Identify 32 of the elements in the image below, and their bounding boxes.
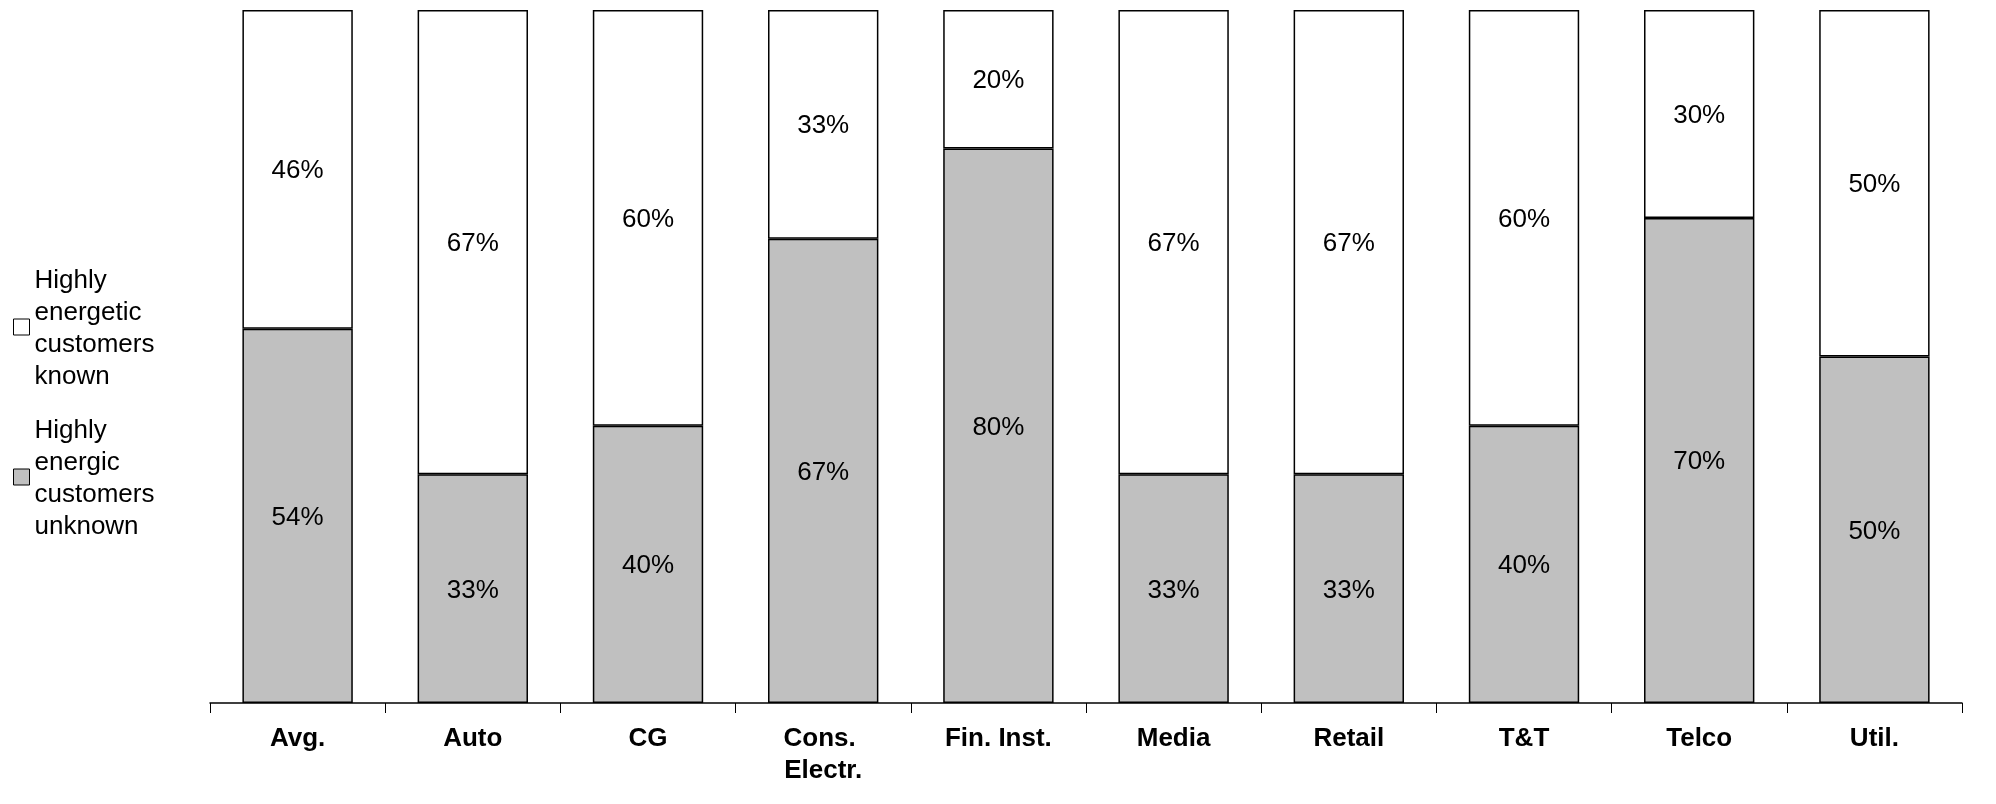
data-label: 30%	[1673, 98, 1726, 129]
data-label: 54%	[271, 500, 324, 531]
data-label: 67%	[446, 227, 499, 258]
data-label: 20%	[972, 64, 1025, 95]
x-tick-label: Avg.	[269, 722, 326, 752]
x-tick-label: Auto	[443, 722, 503, 752]
data-label: 33%	[1322, 573, 1375, 604]
x-tick-label: Media	[1136, 722, 1211, 752]
x-tick-label: CG	[628, 722, 668, 752]
x-tick-label: Fin. Inst.	[944, 722, 1052, 752]
data-label: 67%	[1147, 227, 1200, 258]
data-label: 33%	[446, 573, 499, 604]
data-label: 50%	[1848, 514, 1901, 545]
data-label: 33%	[1147, 573, 1200, 604]
data-label: 40%	[1497, 549, 1551, 580]
legend-label: Highly energetic customers known	[34, 264, 162, 390]
x-tick-label: T&T	[1498, 722, 1550, 752]
legend-label: Highly energic customers unknown	[34, 414, 162, 540]
data-label: 60%	[1497, 202, 1551, 233]
data-label: 67%	[797, 455, 850, 486]
x-tick-label: Cons. Electr.	[783, 722, 863, 784]
data-label: 67%	[1322, 227, 1375, 258]
x-tick-label: Telco	[1666, 722, 1733, 752]
data-label: 33%	[797, 109, 850, 140]
data-label: 40%	[621, 549, 675, 580]
data-label: 70%	[1673, 445, 1726, 476]
data-label: 60%	[621, 202, 675, 233]
data-label: 50%	[1848, 168, 1901, 199]
data-label: 80%	[972, 410, 1025, 441]
x-tick-label: Util.	[1849, 722, 1899, 752]
x-tick-label: Retail	[1313, 722, 1385, 752]
data-label: 46%	[271, 154, 324, 185]
